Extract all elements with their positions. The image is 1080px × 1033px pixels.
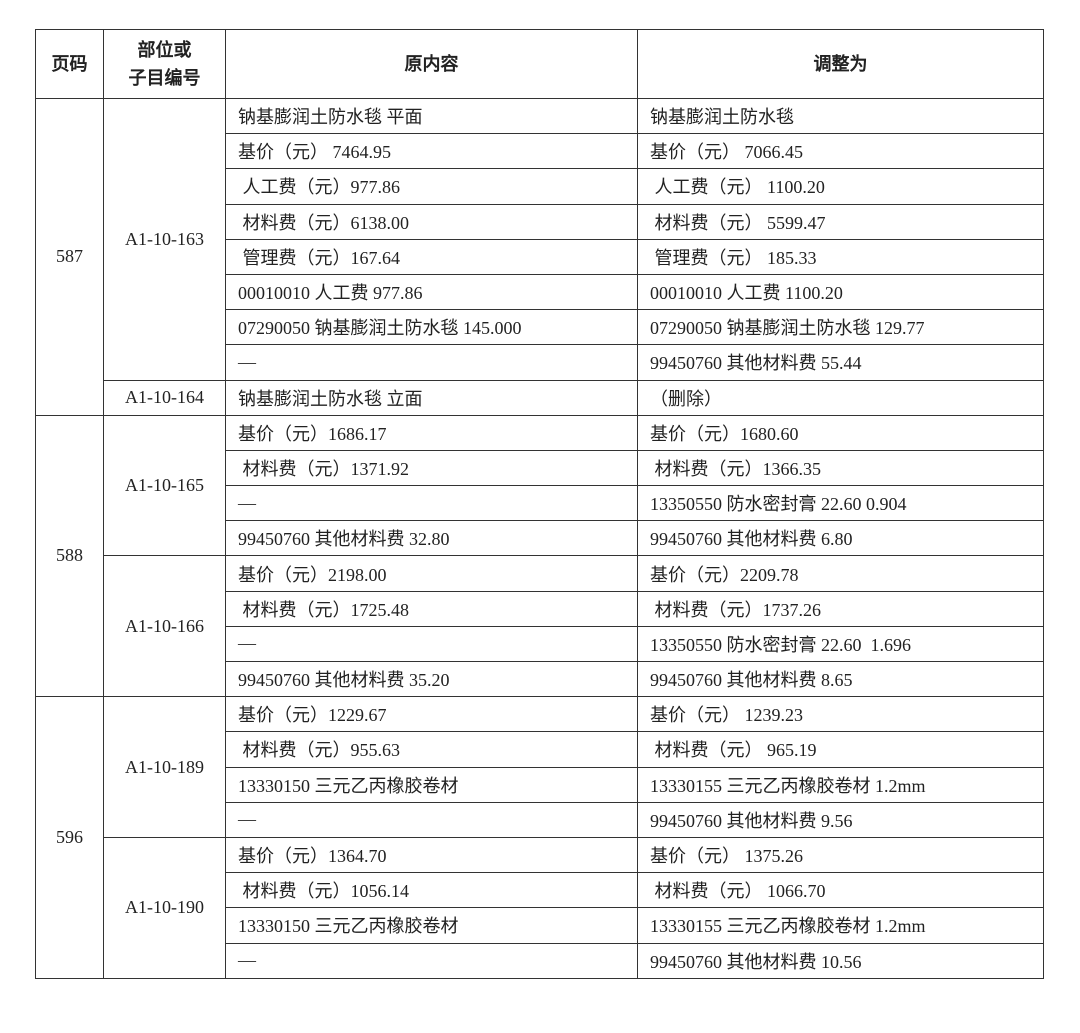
original-content-cell: 基价（元）2198.00 — [225, 555, 638, 592]
page-number-cell: 587 — [35, 98, 104, 416]
adjusted-content-cell: 管理费（元） 185.33 — [637, 238, 1044, 275]
header-adjusted: 调整为 — [637, 29, 1044, 99]
header-code: 部位或 子目编号 — [103, 29, 226, 99]
table-row: 99450760 其他材料费 32.80 99450760 其他材料费 6.80 — [36, 520, 1044, 557]
item-code-cell: A1-10-190 — [103, 836, 226, 979]
item-code-cell: A1-10-189 — [103, 696, 226, 838]
original-content-cell: — — [225, 625, 638, 663]
header-code-line1: 部位或 — [137, 40, 192, 60]
item-code-cell: A1-10-164 — [103, 379, 226, 416]
adjusted-content-cell: 基价（元） 1239.23 — [637, 696, 1044, 733]
adjusted-content-cell: 基价（元）2209.78 — [637, 555, 1044, 592]
original-content-cell: 07290050 钠基膨润土防水毯 145.000 — [225, 309, 638, 346]
table-row: 材料费（元）6138.00 材料费（元） 5599.47 — [36, 203, 1044, 240]
original-content-cell: 99450760 其他材料费 35.20 — [225, 660, 638, 698]
adjusted-content-cell: 00010010 人工费 1100.20 — [637, 273, 1044, 311]
adjusted-content-cell: 基价（元）1680.60 — [637, 414, 1044, 451]
adjusted-content-cell: 基价（元） 7066.45 — [637, 133, 1044, 170]
table-row: A1-10-164 钠基膨润土防水毯 立面 （删除） — [36, 379, 1044, 416]
table-row: —99450760 其他材料费 9.56 — [36, 801, 1044, 838]
original-content-cell: 管理费（元）167.64 — [225, 238, 638, 275]
original-content-cell: — — [225, 485, 638, 522]
adjusted-content-cell: 99450760 其他材料费 8.65 — [637, 660, 1044, 698]
adjusted-content-cell: 07290050 钠基膨润土防水毯 129.77 — [637, 309, 1044, 346]
table-row: —99450760 其他材料费 10.56 — [36, 942, 1044, 979]
original-content-cell: — — [225, 344, 638, 381]
adjusted-content-cell: 99450760 其他材料费 55.44 — [637, 344, 1044, 381]
adjusted-content-cell: 钠基膨润土防水毯 — [637, 97, 1044, 135]
original-content-cell: 材料费（元）1056.14 — [225, 872, 638, 909]
adjusted-content-cell: 13330155 三元乙丙橡胶卷材 1.2mm — [637, 766, 1044, 803]
original-content-cell: 基价（元） 7464.95 — [225, 133, 638, 170]
table-row: 基价（元） 7464.95 基价（元） 7066.45 — [36, 133, 1044, 170]
original-content-cell: 00010010 人工费 977.86 — [225, 273, 638, 311]
table-row: 13330150 三元乙丙橡胶卷材 13330155 三元乙丙橡胶卷材 1.2mm — [36, 766, 1044, 803]
table-row: 管理费（元）167.64 管理费（元） 185.33 — [36, 238, 1044, 275]
table-row: 13330150 三元乙丙橡胶卷材 13330155 三元乙丙橡胶卷材 1.2mm — [36, 907, 1044, 944]
table-row: 00010010 人工费 977.86 00010010 人工费 1100.20 — [36, 273, 1044, 311]
original-content-cell: 钠基膨润土防水毯 立面 — [225, 379, 638, 416]
header-code-line2: 子目编号 — [128, 68, 201, 88]
table-row: —13350550 防水密封膏 22.60 0.904 — [36, 485, 1044, 522]
adjusted-content-cell: （删除） — [637, 379, 1044, 416]
adjusted-content-cell: 材料费（元）1366.35 — [637, 449, 1044, 487]
table-row: 材料费（元）1371.92 材料费（元）1366.35 — [36, 449, 1044, 487]
original-content-cell: 材料费（元）1371.92 — [225, 449, 638, 487]
table-row: 07290050 钠基膨润土防水毯 145.000 07290050 钠基膨润土防… — [36, 309, 1044, 346]
adjusted-content-cell: 99450760 其他材料费 10.56 — [637, 942, 1044, 979]
adjusted-content-cell: 材料费（元）1737.26 — [637, 590, 1044, 627]
table-row: 596 A1-10-189 基价（元）1229.67 基价（元） 1239.23 — [35, 696, 1044, 979]
adjusted-content-cell: 99450760 其他材料费 6.80 — [637, 520, 1044, 557]
adjusted-content-cell: 材料费（元） 5599.47 — [637, 203, 1044, 240]
header-row: 页码 部位或子目编号 原内容 调整为 — [35, 29, 1044, 99]
original-content-cell: 13330150 三元乙丙橡胶卷材 — [225, 907, 638, 944]
adjusted-content-cell: 材料费（元） 1066.70 — [637, 872, 1044, 909]
table-row: 材料费（元）1725.48 材料费（元）1737.26 — [36, 590, 1044, 627]
original-content-cell: 99450760 其他材料费 32.80 — [225, 520, 638, 557]
adjusted-content-cell: 人工费（元） 1100.20 — [637, 168, 1044, 205]
table-row: 人工费（元）977.86 人工费（元） 1100.20 — [36, 168, 1044, 205]
table-row: A1-10-190 基价（元）1364.70 基价（元） 1375.26 — [36, 836, 1044, 979]
header-original: 原内容 — [225, 29, 638, 99]
adjusted-content-cell: 材料费（元） 965.19 — [637, 731, 1044, 768]
adjusted-content-cell: 13350550 防水密封膏 22.60 1.696 — [637, 625, 1044, 663]
original-content-cell: — — [225, 942, 638, 979]
original-content-cell: 基价（元）1686.17 — [225, 414, 638, 451]
adjusted-content-cell: 99450760 其他材料费 9.56 — [637, 801, 1044, 838]
table-row: —99450760 其他材料费 55.44 — [36, 344, 1044, 381]
original-content-cell: 材料费（元）6138.00 — [225, 203, 638, 240]
table-row: A1-10-166 基价（元）2198.00 基价（元）2209.78 — [36, 555, 1044, 698]
original-content-cell: 材料费（元）1725.48 — [225, 590, 638, 627]
item-code-cell: A1-10-165 — [103, 414, 226, 557]
original-content-cell: 钠基膨润土防水毯 平面 — [225, 97, 638, 135]
original-content-cell: 13330150 三元乙丙橡胶卷材 — [225, 766, 638, 803]
table-row: 587 A1-10-163 钠基膨润土防水毯 平面 钠基膨润土防水毯 — [35, 97, 1044, 416]
original-content-cell: 人工费（元）977.86 — [225, 168, 638, 205]
table-row: 588 A1-10-165 基价（元）1686.17 基价（元）1680.60 — [35, 414, 1044, 698]
original-content-cell: — — [225, 801, 638, 838]
item-code-cell: A1-10-166 — [103, 555, 226, 698]
adjusted-content-cell: 基价（元） 1375.26 — [637, 836, 1044, 874]
original-content-cell: 基价（元）1229.67 — [225, 696, 638, 733]
adjusted-content-cell: 13350550 防水密封膏 22.60 0.904 — [637, 485, 1044, 522]
page-number-cell: 596 — [35, 696, 104, 979]
page-number-cell: 588 — [35, 414, 104, 698]
header-page: 页码 — [35, 29, 104, 99]
original-content-cell: 材料费（元）955.63 — [225, 731, 638, 768]
item-code-cell: A1-10-163 — [103, 98, 226, 381]
original-content-cell: 基价（元）1364.70 — [225, 836, 638, 874]
adjusted-content-cell: 13330155 三元乙丙橡胶卷材 1.2mm — [637, 907, 1044, 944]
adjustment-table: 页码 部位或子目编号 原内容 调整为 587 A1-10-163 钠基膨润土防水毯 … — [35, 29, 1044, 979]
